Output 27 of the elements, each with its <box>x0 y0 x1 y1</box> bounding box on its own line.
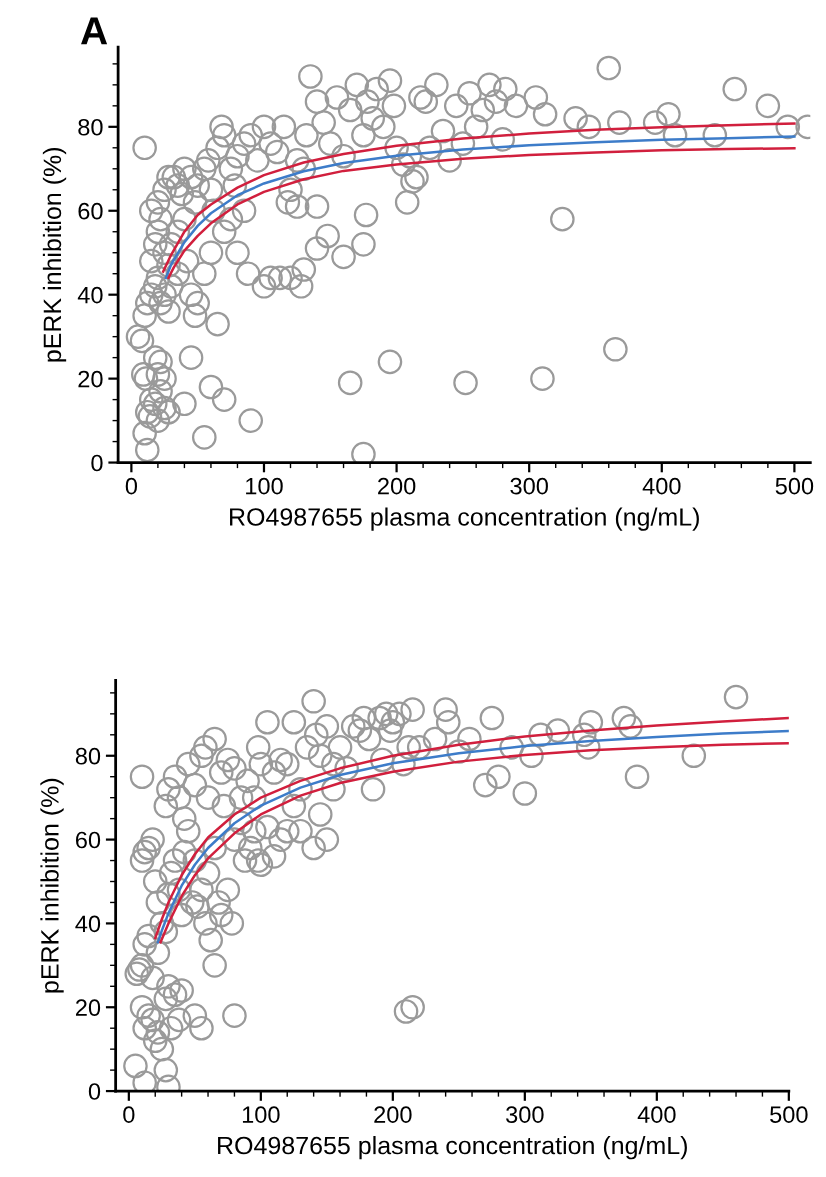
y-tick-label: 20 <box>78 370 103 388</box>
y-tick-label: 0 <box>88 1083 101 1100</box>
x-tick-label: 300 <box>506 1106 544 1124</box>
y-tick-label: 80 <box>75 747 101 765</box>
x-tick-label: 500 <box>775 477 814 495</box>
y-tick-label: 60 <box>78 202 103 220</box>
x-tick-label: 200 <box>374 1106 412 1124</box>
chart-title: A <box>81 17 108 45</box>
x-tick-label: 100 <box>246 477 283 495</box>
y-tick-label: 40 <box>77 286 103 304</box>
x-axis-title: RO4987655 plasma concentration (ng/mL) <box>218 1136 687 1160</box>
y-axis-title: pERK inhibition (%) <box>42 147 67 362</box>
x-axis-title: RO4987655 plasma concentration (ng/mL) <box>230 507 699 531</box>
y-tick-label: 80 <box>78 118 103 136</box>
x-tick-label: 500 <box>770 1106 808 1124</box>
y-axis-title: pERK inhibition (%) <box>40 778 64 993</box>
x-tick-label: 400 <box>637 1106 676 1124</box>
y-tick-label: 0 <box>91 454 103 472</box>
x-tick-label: 400 <box>642 477 681 495</box>
x-tick-label: 0 <box>123 1106 135 1124</box>
x-tick-label: 0 <box>125 477 138 495</box>
y-tick-label: 60 <box>76 831 101 849</box>
x-tick-label: 300 <box>510 477 548 495</box>
x-tick-label: 200 <box>378 477 416 495</box>
x-tick-label: 100 <box>242 1106 280 1124</box>
y-tick-label: 40 <box>75 915 101 933</box>
y-tick-label: 20 <box>75 999 101 1017</box>
